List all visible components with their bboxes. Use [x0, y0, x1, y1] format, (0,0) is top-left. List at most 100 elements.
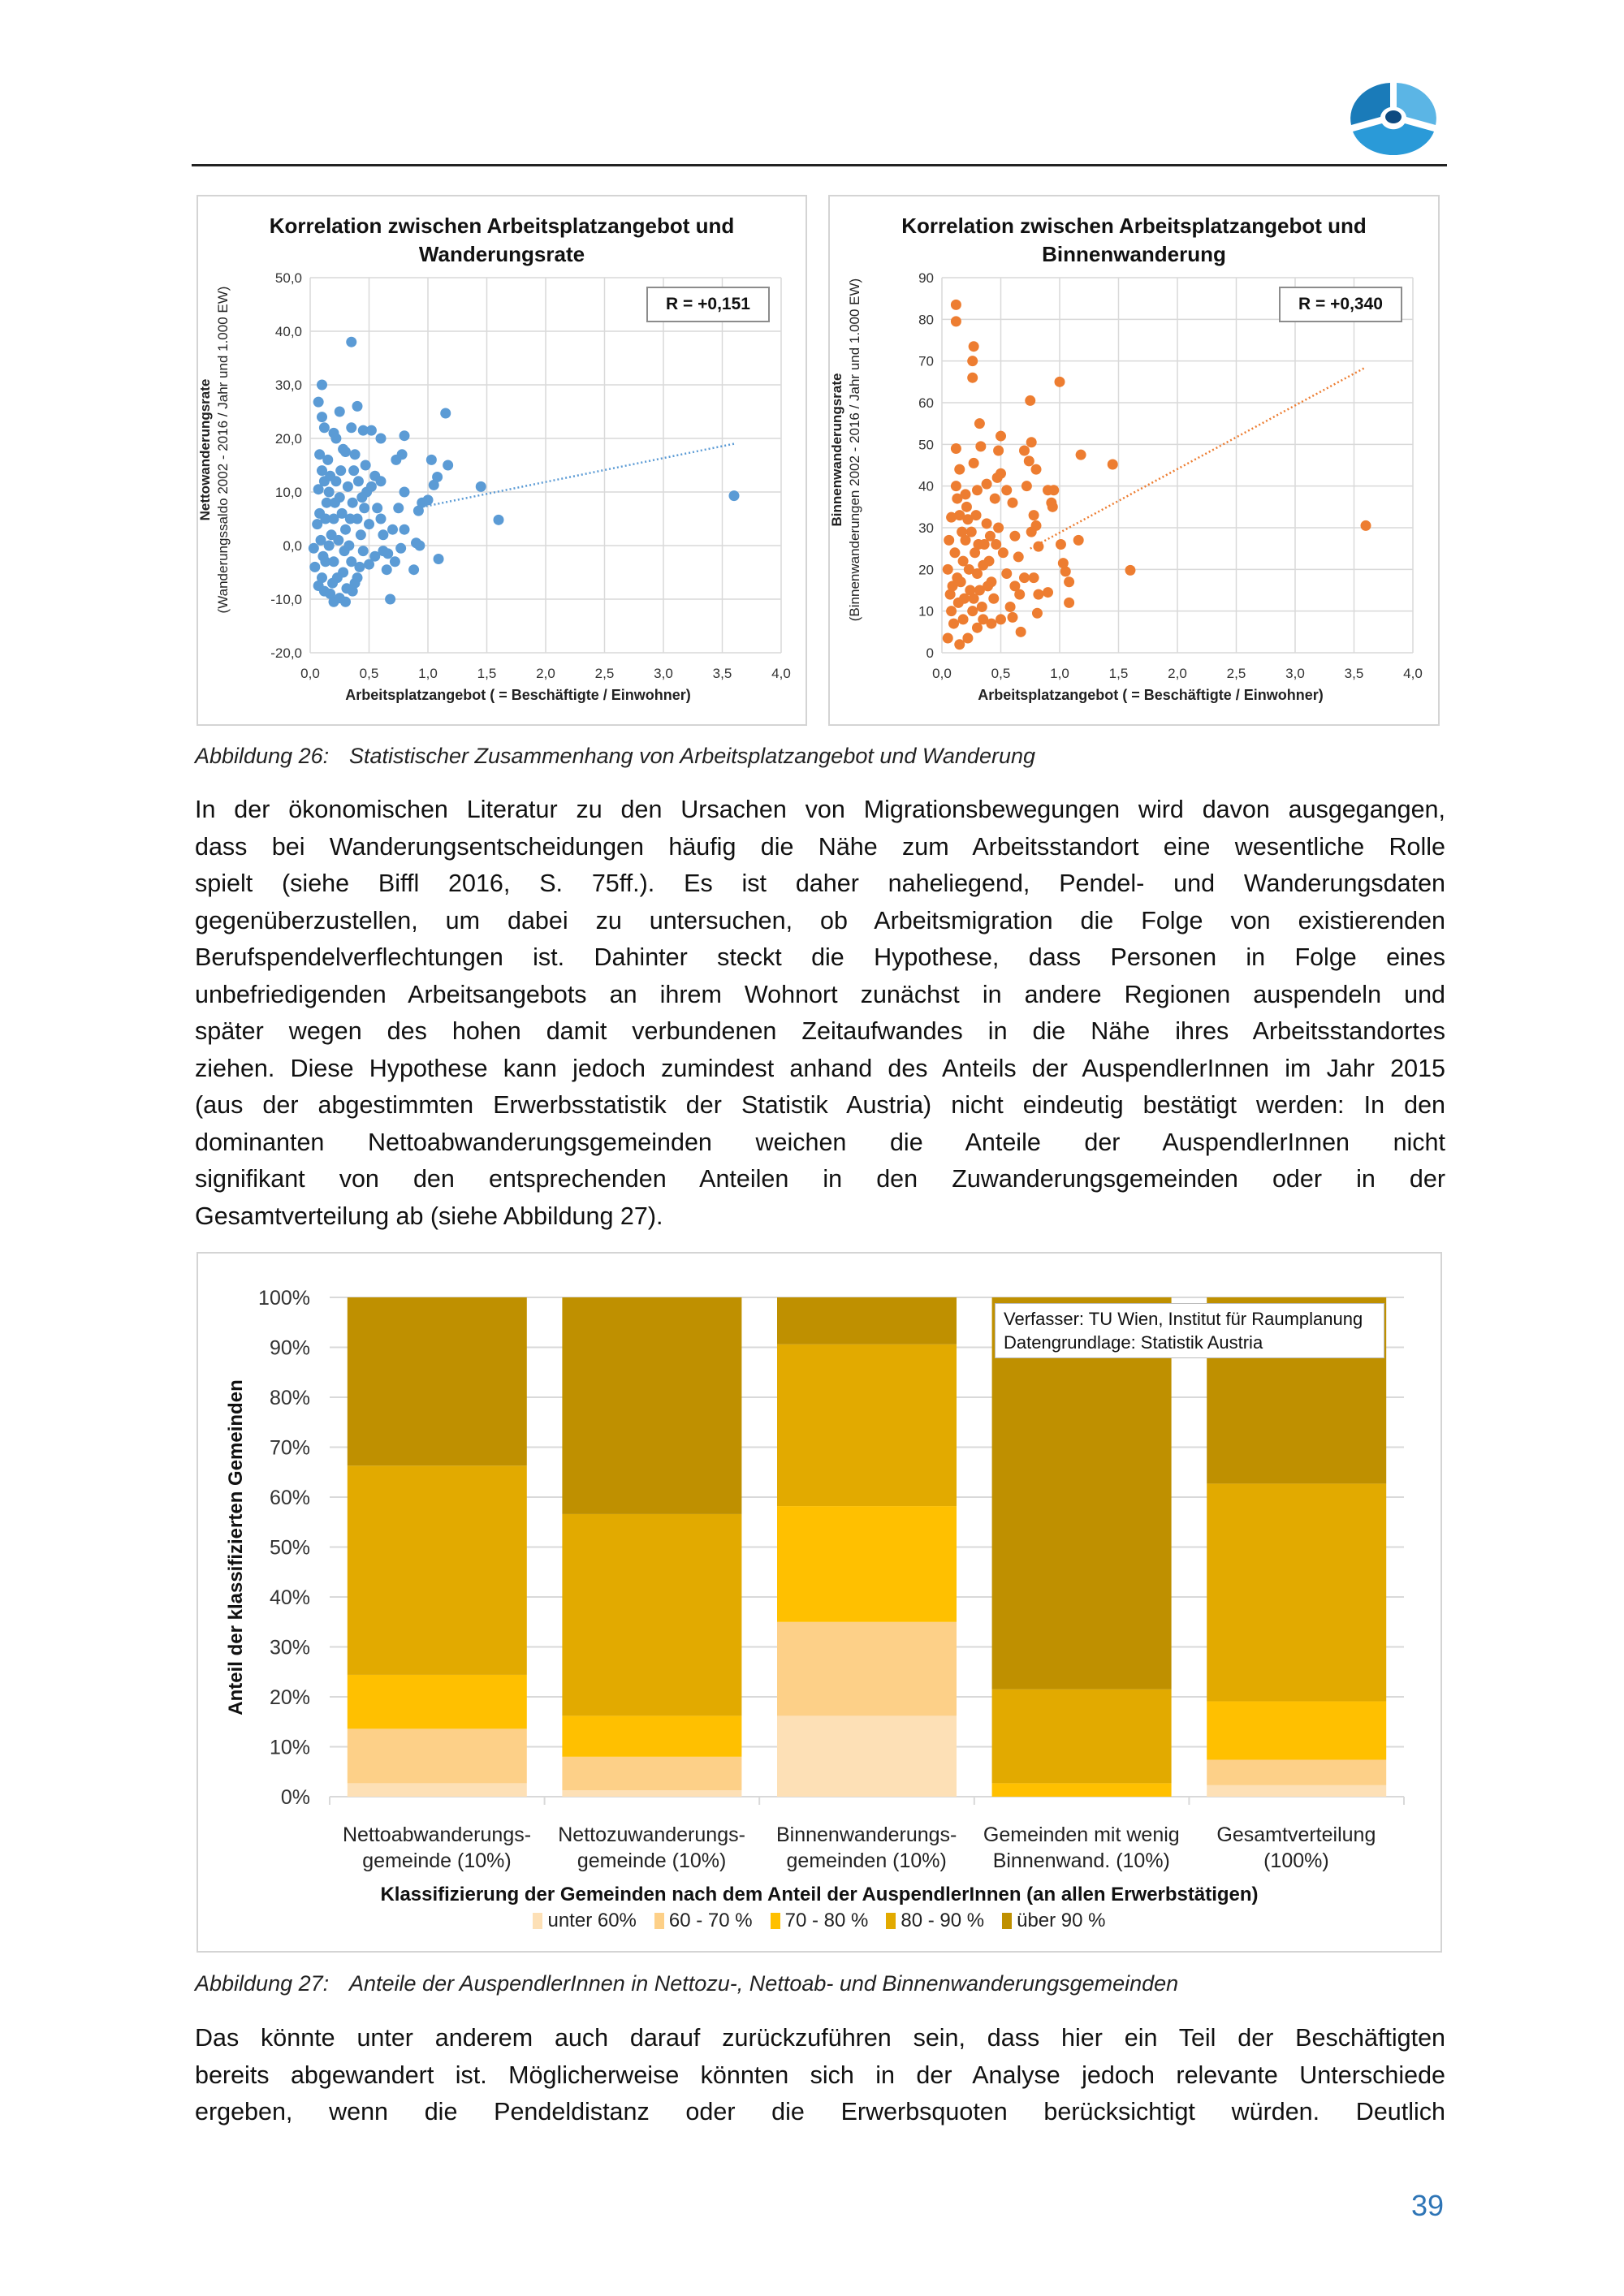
data-point — [365, 425, 377, 436]
data-point — [375, 433, 387, 444]
category-label-line2: gemeinde (10%) — [577, 1849, 727, 1872]
data-point — [317, 412, 327, 423]
data-point — [322, 454, 334, 465]
data-point — [1026, 437, 1037, 448]
bar-segment — [562, 1790, 742, 1797]
data-point — [944, 589, 956, 600]
legend-swatch — [770, 1913, 780, 1929]
data-point — [313, 484, 324, 495]
data-point — [354, 561, 365, 572]
data-point — [428, 479, 439, 490]
y-axis-title-line2: (Binnenwanderungen 2002 - 2016 / Jahr un… — [847, 278, 862, 622]
data-point — [974, 585, 985, 596]
data-point — [991, 539, 1002, 550]
data-point — [950, 299, 961, 310]
data-point — [399, 486, 410, 498]
x-axis-title: Arbeitsplatzangebot ( = Beschäftigte / E… — [978, 687, 1324, 703]
data-point — [993, 445, 1004, 456]
bar-segment — [777, 1621, 957, 1716]
data-point — [1047, 501, 1058, 512]
legend-label: 70 - 80 % — [784, 1910, 869, 1931]
data-point — [952, 572, 963, 584]
data-point — [1021, 481, 1032, 492]
y-tick-label: 70 — [918, 354, 934, 369]
caption-text: Statistischer Zusammenhang von Arbeitspl… — [349, 744, 1036, 768]
y-tick-label: 0,0 — [283, 538, 302, 554]
bar-segment — [347, 1728, 527, 1784]
data-point — [313, 396, 324, 408]
legend-swatch — [886, 1913, 896, 1929]
bar-segment — [777, 1297, 957, 1344]
data-point — [352, 476, 364, 487]
y-tick-label: 60% — [270, 1487, 310, 1509]
data-point — [317, 465, 327, 477]
y-tick-label: 30% — [270, 1637, 310, 1659]
data-point — [950, 481, 961, 492]
data-point — [1009, 580, 1021, 592]
data-point — [963, 563, 974, 575]
legend-item: über 90 % — [1002, 1910, 1106, 1932]
bar-segment — [1207, 1483, 1387, 1702]
y-tick-label: 40% — [270, 1586, 310, 1609]
data-point — [381, 564, 392, 576]
text-line: (aus der abgestimmten Erwerbsstatistik d… — [195, 1091, 1445, 1119]
data-point — [950, 316, 961, 327]
data-point — [1033, 541, 1044, 552]
text-line: spielt (siehe Biffl 2016, S. 75ff.). Es … — [195, 870, 1445, 897]
data-point — [1064, 576, 1075, 588]
legend-label: 60 - 70 % — [668, 1910, 753, 1931]
data-point — [493, 514, 504, 525]
text-line: Das könnte unter anderem auch darauf zur… — [195, 2024, 1445, 2052]
y-tick-label: 10 — [918, 604, 934, 619]
data-point — [443, 460, 454, 471]
data-point — [981, 518, 992, 529]
y-tick-label: 60 — [918, 395, 934, 411]
x-tick-label: 2,5 — [595, 666, 615, 681]
data-point — [996, 430, 1006, 442]
data-point — [1023, 455, 1034, 467]
caption-number: Abbildung 27: — [195, 1971, 330, 1996]
data-point — [339, 546, 350, 557]
data-point — [950, 442, 961, 454]
x-tick-label: 3,5 — [1345, 666, 1364, 681]
text-line: gegenüberzustellen, um dabei zu untersuc… — [195, 906, 1445, 934]
legend-label: unter 60% — [547, 1910, 637, 1931]
bar-segment — [991, 1297, 1172, 1690]
data-point — [981, 478, 992, 490]
data-point — [986, 618, 997, 629]
y-tick-label: 100% — [258, 1287, 310, 1310]
data-point — [412, 505, 424, 516]
figure-27-caption: Abbildung 27: Anteile der AuspendlerInnen… — [195, 1971, 1178, 1996]
y-tick-label: 70% — [270, 1437, 310, 1460]
x-axis-title: Klassifizierung der Gemeinden nach dem A… — [380, 1884, 1259, 1905]
legend-label: über 90 % — [1017, 1910, 1106, 1931]
data-point — [334, 593, 345, 604]
text-line: In der ökonomischen Literatur zu den Urs… — [195, 796, 1445, 823]
y-tick-label: 30 — [918, 520, 934, 536]
institute-logo — [1350, 83, 1436, 156]
data-point — [988, 593, 1000, 604]
data-point — [1054, 376, 1065, 387]
data-point — [346, 556, 357, 568]
data-point — [949, 547, 961, 559]
x-tick-label: 0,0 — [300, 666, 320, 681]
data-point — [317, 572, 327, 584]
category-label: Gesamtverteilung (100%) — [1189, 1822, 1403, 1874]
y-axis-title-line1: Binnenwanderungsrate — [829, 373, 844, 527]
data-point — [314, 449, 326, 460]
bar-segment — [562, 1297, 742, 1514]
scatter-chart-wanderungsrate: Korrelation zwischen Arbeitsplatzangebot… — [197, 195, 807, 726]
y-axis-title: Binnenwanderungsrate (Binnenwanderungen … — [828, 263, 864, 637]
text-line: Berufspendelverflechtungen ist. Dahinter… — [195, 943, 1445, 971]
data-point — [369, 550, 381, 562]
data-point — [399, 524, 410, 535]
data-point — [344, 513, 356, 524]
correlation-box: R = +0,340 — [1279, 287, 1402, 322]
y-tick-label: 20,0 — [275, 431, 302, 447]
chart-title-line2: Wanderungsrate — [418, 242, 585, 266]
data-point — [957, 526, 968, 537]
data-point — [1064, 597, 1075, 608]
data-point — [325, 470, 336, 481]
data-point — [970, 510, 982, 521]
scatter-plot-area: 0,0 0,5 1,0 1,5 2,0 2,5 3,0 3,5 4,0 0 10 20 30 40 50 60… — [918, 270, 1423, 681]
